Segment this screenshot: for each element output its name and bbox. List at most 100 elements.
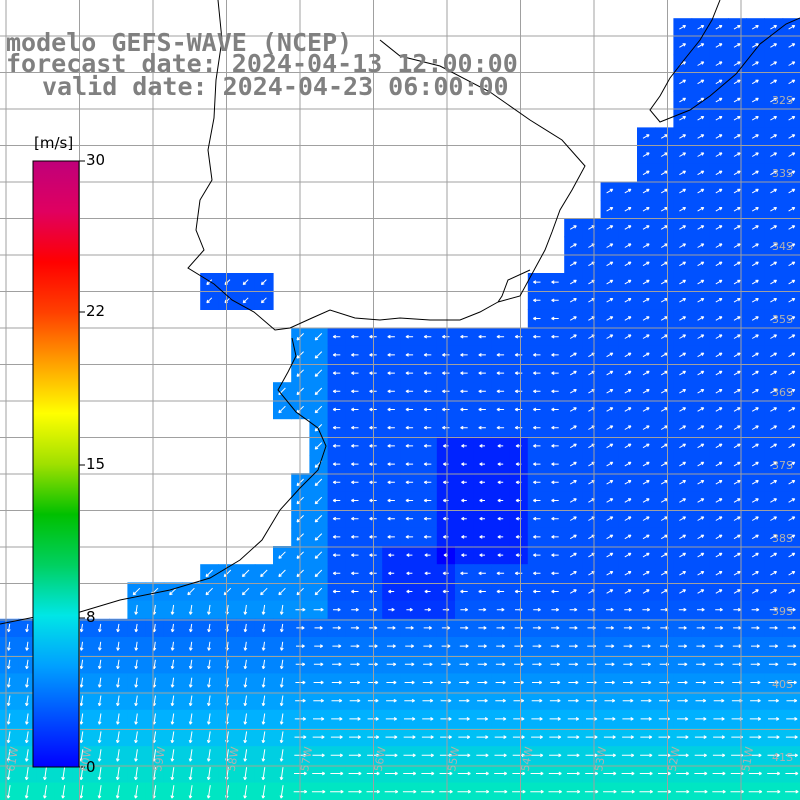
wind-arrow (677, 680, 688, 685)
latitude-label: 39S (772, 605, 793, 618)
wind-arrow (642, 334, 650, 339)
wind-arrow (422, 698, 434, 703)
wind-arrow (513, 698, 525, 703)
wind-arrow (314, 496, 323, 505)
wind-arrow (679, 461, 687, 467)
wind-arrow (641, 680, 652, 685)
wind-arrow (313, 662, 324, 667)
wind-arrow (514, 334, 523, 339)
wind-arrow (788, 516, 796, 521)
wind-arrow (332, 462, 341, 466)
wind-arrow (387, 535, 395, 539)
wind-arrow (606, 443, 614, 449)
wind-arrow (642, 480, 650, 485)
wind-arrow (351, 389, 359, 394)
wind-arrow (751, 443, 759, 449)
wind-arrow (679, 243, 687, 248)
wind-arrow (385, 753, 398, 758)
wind-arrow (61, 785, 66, 799)
wind-arrow (387, 498, 395, 503)
wind-arrow (733, 534, 741, 540)
wind-arrow (733, 607, 742, 612)
wind-arrow (606, 261, 614, 267)
wind-arrow (405, 480, 414, 485)
wind-arrow (770, 589, 778, 594)
wind-arrow (788, 225, 796, 230)
wind-arrow (243, 731, 248, 744)
wind-arrow (788, 498, 796, 503)
wind-arrow (697, 407, 705, 412)
latitude-label: 37S (772, 459, 793, 472)
wind-arrow (715, 498, 723, 503)
wind-arrow (496, 389, 505, 394)
wind-arrow (351, 480, 359, 485)
wind-arrow (787, 626, 796, 630)
wind-arrow (278, 551, 286, 559)
wind-arrow (79, 677, 84, 688)
wind-arrow (207, 623, 211, 633)
longitude-labels: 61W 60W 59W 58W 57W 56W 55W 54W 53W 52W 51W (4, 746, 756, 773)
wind-arrow (786, 680, 797, 685)
wind-arrow (384, 789, 399, 794)
wind-arrow (314, 644, 324, 648)
wind-arrow (568, 680, 579, 685)
wind-arrow (278, 405, 286, 414)
wind-arrow (679, 571, 687, 576)
wind-arrow (387, 626, 396, 630)
wind-arrow (206, 749, 211, 762)
coastline-buenos-aires (0, 337, 327, 625)
wind-arrow (478, 589, 486, 594)
wind-arrow (770, 298, 778, 303)
wind-arrow (170, 767, 175, 781)
wind-arrow (314, 369, 323, 377)
wind-arrow (785, 753, 798, 758)
wind-arrow (750, 680, 761, 685)
wind-arrow (207, 713, 211, 725)
wind-arrow (624, 552, 632, 558)
wind-arrow (569, 498, 577, 503)
wind-arrow (6, 659, 11, 670)
wind-arrow (787, 644, 797, 648)
wind-arrow (551, 280, 559, 284)
wind-arrow (714, 644, 724, 648)
wind-arrow (585, 771, 599, 776)
wind-arrow (351, 425, 359, 430)
wind-arrow (497, 553, 504, 557)
wind-arrow (461, 553, 467, 557)
wind-arrow (751, 316, 759, 321)
wind-arrow (676, 771, 690, 776)
wind-arrow (460, 371, 468, 375)
wind-arrow (279, 713, 284, 725)
wind-arrow (478, 607, 487, 612)
longitude-label: 59W (151, 746, 168, 773)
wind-arrow (478, 371, 486, 375)
wind-arrow (640, 717, 652, 721)
coastline-brazil (649, 0, 800, 123)
wind-arrow (497, 462, 504, 466)
wind-arrow (751, 25, 759, 30)
wind-arrow (623, 662, 633, 667)
wind-arrow (351, 553, 359, 557)
wind-arrow (788, 607, 796, 612)
wind-arrow (715, 407, 723, 412)
wind-arrow (606, 316, 614, 321)
wind-arrow (349, 698, 361, 703)
wind-arrow (642, 589, 650, 594)
wind-arrow (768, 680, 779, 685)
wind-arrow (624, 389, 632, 394)
wind-arrow (605, 626, 614, 630)
wind-arrow (479, 516, 485, 521)
wind-arrow (406, 589, 413, 594)
wind-arrow (679, 188, 687, 194)
wind-arrow (733, 316, 741, 321)
wind-arrow (332, 407, 341, 412)
wind-arrow (441, 644, 451, 648)
wind-arrow (733, 61, 741, 66)
wind-arrow (331, 717, 343, 721)
wind-arrow (642, 170, 650, 176)
wind-arrow (551, 589, 559, 594)
wind-arrow (749, 753, 762, 758)
wind-arrow (624, 188, 632, 194)
wind-arrow (751, 480, 759, 485)
wind-arrow (551, 444, 559, 448)
